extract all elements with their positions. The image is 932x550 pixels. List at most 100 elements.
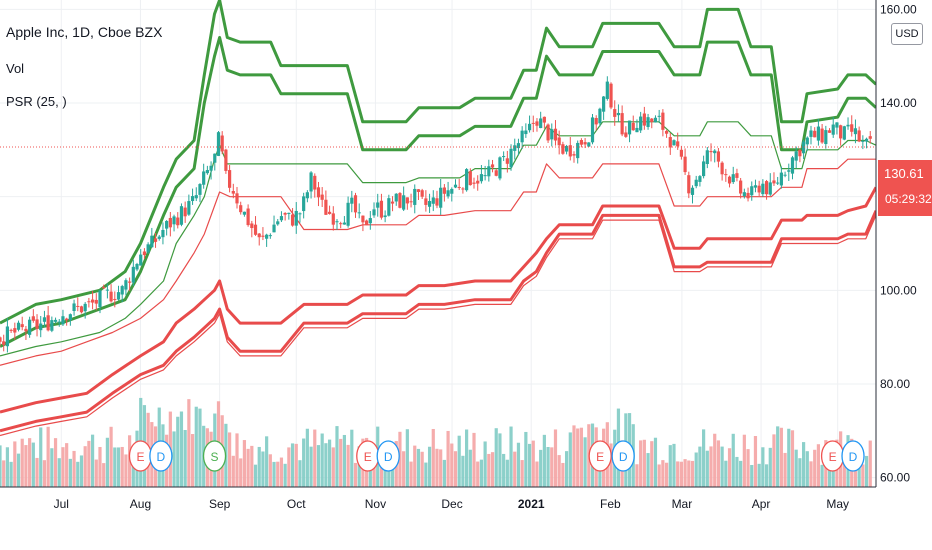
candle-body: [864, 138, 869, 142]
candle-body: [590, 117, 595, 143]
volume-bar: [50, 448, 54, 487]
volume-bar: [783, 452, 787, 487]
price-axis-background: [876, 0, 932, 510]
volume-bar: [79, 455, 84, 487]
volume-bar: [764, 464, 769, 487]
volume-bar: [372, 452, 376, 487]
candle-body: [109, 291, 113, 302]
event-marker-dividend[interactable]: D: [149, 440, 173, 472]
candle-body: [868, 136, 872, 139]
candle-body: [520, 130, 524, 143]
candle-body: [235, 193, 239, 204]
candle-body: [853, 128, 858, 135]
psr-bands: [0, 0, 878, 437]
event-marker-earnings[interactable]: E: [820, 440, 845, 472]
event-marker-dividend[interactable]: D: [611, 440, 635, 472]
last-price-tag: 130.61 05:29:32: [878, 160, 932, 216]
candle-body: [709, 150, 713, 153]
candle-body: [142, 251, 147, 256]
volume-bar: [239, 458, 243, 487]
volume-bar: [490, 452, 495, 487]
candle-body: [261, 235, 265, 237]
candle-body: [820, 128, 824, 143]
event-marker-earnings[interactable]: E: [128, 440, 153, 472]
candle-body: [583, 142, 587, 145]
candle-body: [68, 314, 72, 321]
volume-bar: [265, 436, 269, 487]
candle-body: [287, 212, 291, 214]
event-marker-label: D: [384, 450, 393, 464]
candle-body: [205, 170, 209, 174]
candle-body: [842, 126, 846, 140]
candle-body: [353, 195, 358, 213]
volume-bar: [661, 460, 665, 487]
time-tick-label: Aug: [130, 497, 151, 511]
event-marker-earnings[interactable]: E: [356, 440, 380, 472]
time-tick-label: May: [826, 497, 849, 511]
candle-body: [294, 210, 298, 226]
event-marker-label: D: [619, 450, 628, 464]
event-marker-split[interactable]: S: [202, 440, 227, 472]
event-marker-dividend[interactable]: D: [376, 440, 400, 472]
candle-body: [568, 145, 572, 157]
candle-body: [813, 130, 817, 138]
currency-button[interactable]: USD: [891, 23, 923, 45]
candle-body: [2, 341, 6, 345]
volume-bar: [113, 447, 117, 487]
candle-body: [246, 208, 250, 226]
candle-body: [131, 266, 135, 283]
volume-bar: [179, 411, 184, 487]
event-marker-dividend[interactable]: D: [841, 440, 865, 472]
price-tick-label: 80.00: [880, 377, 910, 391]
volume-bar: [653, 437, 658, 487]
volume-bar: [253, 464, 258, 487]
candle-body: [253, 224, 258, 235]
volume-bar: [435, 448, 439, 487]
volume-bar: [76, 461, 80, 487]
candle-body: [124, 280, 128, 290]
event-marker-earnings[interactable]: E: [588, 440, 612, 472]
volume-bar: [324, 443, 328, 487]
candle-body: [668, 137, 672, 148]
volume-bar: [379, 463, 384, 487]
volume-bar: [339, 438, 343, 487]
candle-body: [724, 174, 728, 176]
volume-legend[interactable]: Vol: [6, 61, 25, 76]
event-marker-label: E: [136, 450, 144, 464]
volume-bar: [820, 464, 824, 487]
volume-bar: [120, 446, 124, 487]
candle-body: [831, 124, 835, 135]
candle-body: [613, 109, 617, 117]
candle-body: [161, 229, 165, 238]
candle-body: [135, 263, 139, 270]
volume-bar: [683, 459, 687, 487]
candle-body: [672, 140, 676, 146]
volume-bar: [550, 447, 554, 487]
candle-body: [202, 171, 206, 185]
candle-body: [446, 190, 450, 197]
candle-body: [357, 212, 361, 214]
volume-bar: [105, 437, 109, 487]
psr-line-4: [0, 158, 876, 366]
candle-body: [13, 328, 17, 333]
candle-body: [594, 118, 598, 125]
volume-bar: [861, 464, 865, 487]
candle-body: [750, 186, 754, 196]
candle-body: [801, 141, 806, 154]
candle-body: [28, 319, 32, 335]
candle-body: [579, 140, 584, 145]
volume-bar: [446, 430, 450, 487]
indicator-legend[interactable]: PSR (25, ): [6, 94, 67, 109]
candle-body: [120, 286, 124, 295]
candle-body: [20, 324, 24, 328]
candle-body: [405, 197, 409, 204]
volume-bar: [520, 460, 524, 487]
price-tick-label: 100.00: [880, 283, 917, 297]
volume-bar: [494, 428, 498, 487]
candle-body: [0, 337, 2, 342]
volume-bar: [724, 460, 728, 487]
volume-bar: [102, 463, 106, 487]
volume-bar: [87, 440, 91, 487]
candle-body: [816, 126, 821, 141]
